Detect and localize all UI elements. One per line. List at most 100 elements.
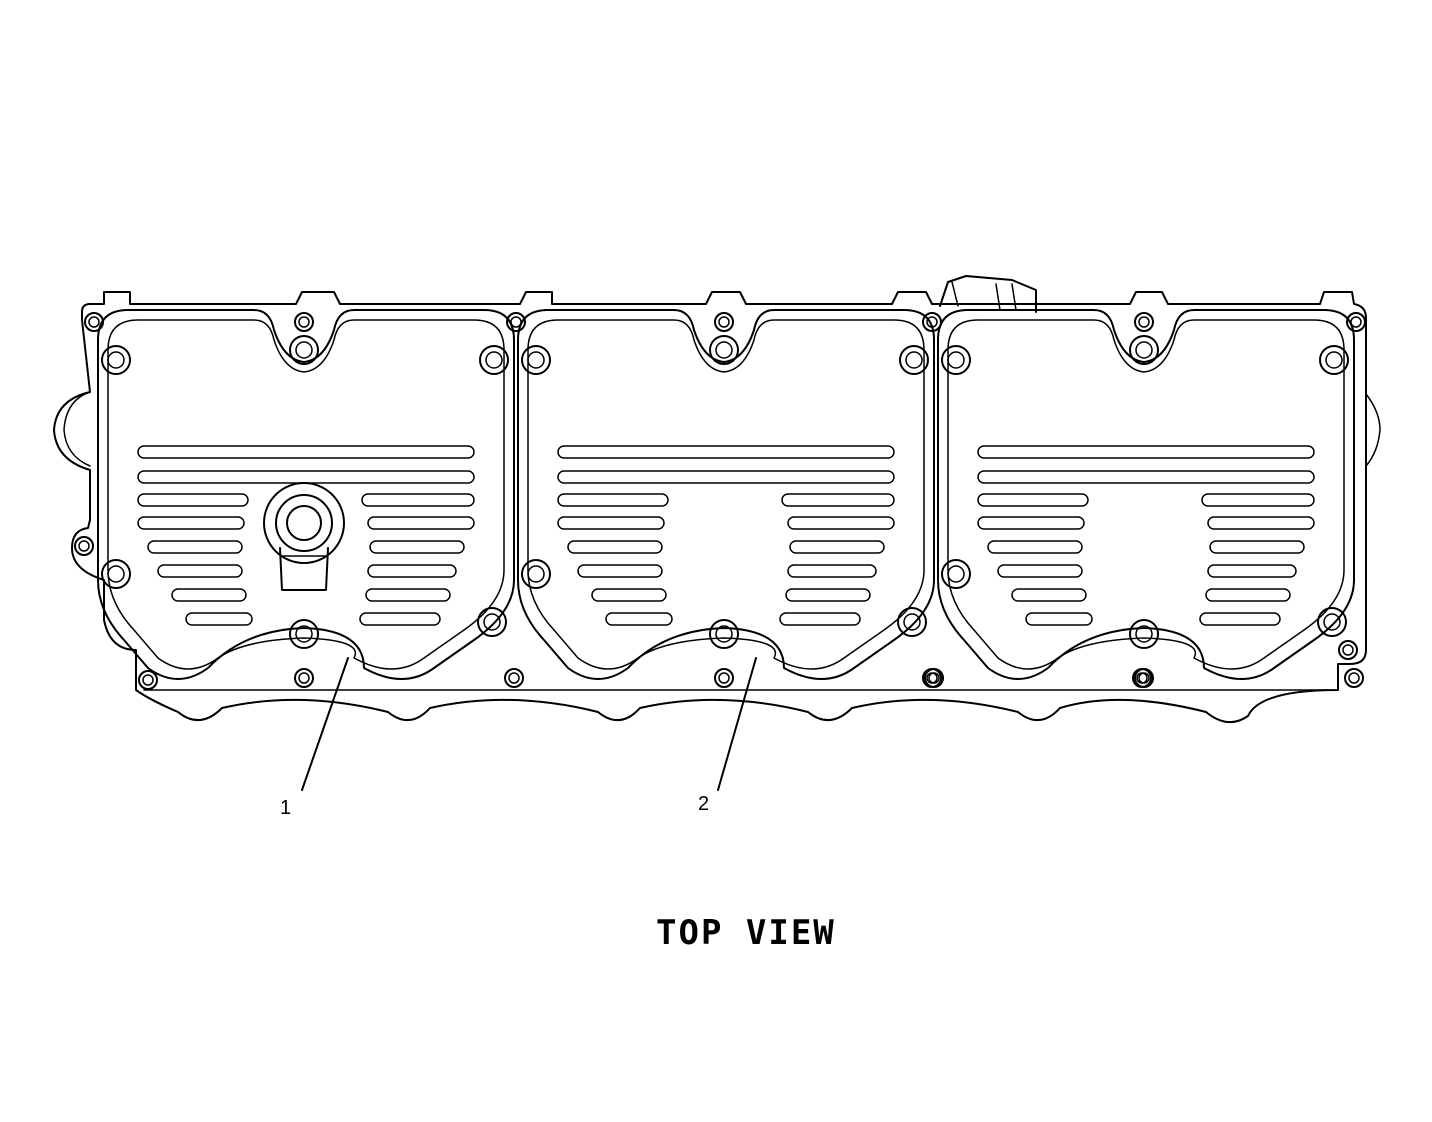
section-1-bolt-top-center-inner: [295, 341, 313, 359]
view-title: TOP VIEW: [656, 913, 836, 953]
section-3-rib-right-6: [1199, 612, 1281, 626]
section-2-rib-right-5: [785, 588, 871, 602]
section-3-rib-right-2: [1207, 516, 1315, 530]
plate-bolt-6-inner: [1342, 644, 1354, 656]
section-3-bolt-top-left: [941, 345, 971, 375]
section-3-inner: [947, 319, 1345, 670]
section-3-bolt-small-top-inner: [1138, 316, 1150, 328]
section-3-bolt-top-right: [1319, 345, 1349, 375]
section-1-rib-1: [137, 445, 475, 459]
section-3-bolt-mid-left-inner: [947, 565, 965, 583]
section-1-bolt-small-bottom-inner: [298, 672, 310, 684]
section-2-bolt-small-top: [714, 312, 734, 332]
section-2-bolt-top-left: [521, 345, 551, 375]
section-1-rib-right-1: [361, 493, 475, 507]
plate-bolt-7-inner: [142, 674, 154, 686]
section-1-bolt-mid-left-inner: [107, 565, 125, 583]
section-2-bolt-mid-left: [521, 559, 551, 589]
breather-tube: [263, 482, 345, 591]
plate-bolt-4: [1346, 312, 1366, 332]
section-3-rib-left-6: [1025, 612, 1093, 626]
section-3-rib-right-5: [1205, 588, 1291, 602]
section-1-bolt-small-bottom: [294, 668, 314, 688]
section-3-rib-right-3: [1209, 540, 1305, 554]
section-3-outer: [937, 309, 1355, 680]
plate-bolt-3-inner: [926, 316, 938, 328]
section-3-rib-2: [977, 470, 1315, 484]
section-2-bolt-bottom-center-inner: [715, 625, 733, 643]
section-1-rib-right-5: [365, 588, 451, 602]
section-2-rib-left-1: [557, 493, 669, 507]
section-3-bolt-top-center-inner: [1135, 341, 1153, 359]
section-1-rib-left-4: [157, 564, 243, 578]
section-2-rib-2: [557, 470, 895, 484]
section-1-bolt-lower-right-inner: [483, 613, 501, 631]
plate-bolt-9: [1132, 668, 1152, 688]
section-3-rib-left-5: [1011, 588, 1087, 602]
section-3-rib-right-1: [1201, 493, 1315, 507]
section-1-inner: [107, 319, 505, 670]
section-1-rib-right-4: [367, 564, 457, 578]
section-2-bolt-top-center-inner: [715, 341, 733, 359]
section-1-rib-2: [137, 470, 475, 484]
section-1-rib-right-3: [369, 540, 465, 554]
section-2-bolt-small-top-inner: [718, 316, 730, 328]
plate-bolt-7: [138, 670, 158, 690]
section-3-bolt-top-center: [1129, 335, 1159, 365]
section-2-rib-left-4: [577, 564, 663, 578]
section-2-rib-right-2: [787, 516, 895, 530]
section-2-bolt-top-right: [899, 345, 929, 375]
section-1-bolt-small-top-inner: [298, 316, 310, 328]
section-1-bolt-small-top: [294, 312, 314, 332]
section-3-bolt-lower-right: [1317, 607, 1347, 637]
plate-bolt-4-inner: [1350, 316, 1362, 328]
section-2-rib-left-3: [567, 540, 663, 554]
section-3-rib-1: [977, 445, 1315, 459]
plate-bolt-8-inner: [926, 672, 938, 684]
section-1-bolt-small-bottom-right-inner: [508, 672, 520, 684]
section-2-bolt-top-right-inner: [905, 351, 923, 369]
section-3-bolt-small-bottom-right: [1344, 668, 1364, 688]
cover-sections: [74, 309, 1366, 690]
callout-2-leader: [717, 657, 757, 791]
plate-bolt-2-inner: [510, 316, 522, 328]
section-3-rib-left-2: [977, 516, 1085, 530]
section-1-bolt-top-right-inner: [485, 351, 503, 369]
section-2-rib-left-6: [605, 612, 673, 626]
section-2-rib-left-5: [591, 588, 667, 602]
section-1-bolt-lower-right: [477, 607, 507, 637]
plate-bolt-3: [922, 312, 942, 332]
right-ear: [1365, 393, 1381, 467]
plate-bolt-5: [74, 536, 94, 556]
section-2-rib-right-4: [787, 564, 877, 578]
callout-1-leader: [301, 657, 349, 791]
section-3-bolt-mid-left: [941, 559, 971, 589]
section-3-rib-right-4: [1207, 564, 1297, 578]
section-1-rib-left-5: [171, 588, 247, 602]
section-1-rib-left-1: [137, 493, 249, 507]
section-2-bolt-small-bottom-inner: [718, 672, 730, 684]
section-3-rib-left-4: [997, 564, 1083, 578]
section-2-outer: [517, 309, 935, 680]
callout-2-label: 2: [698, 793, 709, 815]
section-1-rib-left-6: [185, 612, 253, 626]
outer-base-outline: [53, 291, 1367, 723]
section-2-bolt-lower-right-inner: [903, 613, 921, 631]
section-3-bolt-top-right-inner: [1325, 351, 1343, 369]
section-1-bolt-top-right: [479, 345, 509, 375]
section-3-rib-left-3: [987, 540, 1083, 554]
section-3-bolt-bottom-center: [1129, 619, 1159, 649]
section-3-bolt-top-left-inner: [947, 351, 965, 369]
section-1-bolt-mid-left: [101, 559, 131, 589]
section-1-bolt-bottom-center-inner: [295, 625, 313, 643]
plate-bolt-1: [84, 312, 104, 332]
top-connector: [939, 275, 1037, 313]
section-2-bolt-mid-left-inner: [527, 565, 545, 583]
section-2-bolt-bottom-center: [709, 619, 739, 649]
section-2-rib-left-2: [557, 516, 665, 530]
section-1-bolt-bottom-center: [289, 619, 319, 649]
plate-bolt-9-inner: [1136, 672, 1148, 684]
section-1-outer: [97, 309, 515, 680]
